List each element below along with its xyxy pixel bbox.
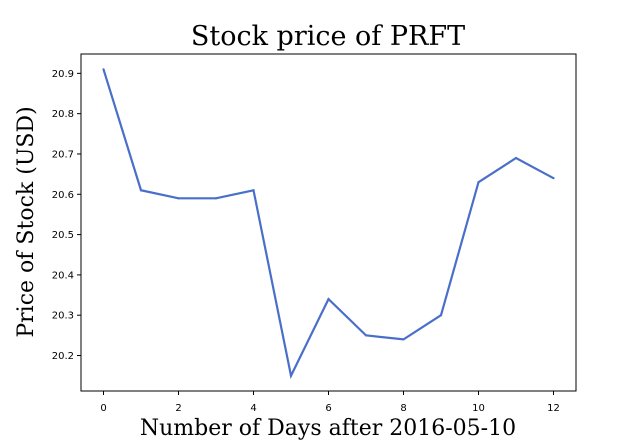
data-point [440,314,442,316]
y-tick-label: 20.2 [52,351,74,362]
y-tick-label: 20.5 [52,230,74,241]
series-group [102,68,554,377]
x-tick-label: 6 [325,403,331,414]
y-tick-label: 20.3 [52,311,74,322]
data-point [402,338,404,340]
y-axis-ticks: 20.2 20.3 20.4 20.5 20.6 20.7 20.8 20.9 [52,69,81,362]
data-point [290,375,292,377]
x-tick-label: 4 [250,403,256,414]
x-tick-label: 12 [547,403,560,414]
data-point [140,189,142,191]
x-tick-label: 8 [400,403,406,414]
data-point [102,68,104,70]
data-point [177,197,179,199]
data-point [252,189,254,191]
plot-area-frame [81,54,576,391]
y-tick-label: 20.8 [52,109,74,120]
y-tick-label: 20.7 [52,149,74,160]
y-axis-label: Price of Stock (USD) [14,106,39,337]
x-tick-label: 10 [472,403,485,414]
data-point [477,181,479,183]
data-point [515,157,517,159]
data-point [365,334,367,336]
x-tick-label: 0 [100,403,106,414]
x-tick-label: 2 [175,403,181,414]
series-line-prft [104,69,554,375]
y-tick-label: 20.6 [52,190,74,201]
x-axis-label: Number of Days after 2016-05-10 [140,416,516,440]
x-axis-ticks: 0 2 4 6 8 10 12 [100,391,560,414]
data-point [215,197,217,199]
data-point [552,177,554,179]
y-tick-label: 20.9 [52,69,74,80]
chart-title: Stock price of PRFT [191,21,465,52]
y-tick-label: 20.4 [52,270,74,281]
data-point [327,298,329,300]
